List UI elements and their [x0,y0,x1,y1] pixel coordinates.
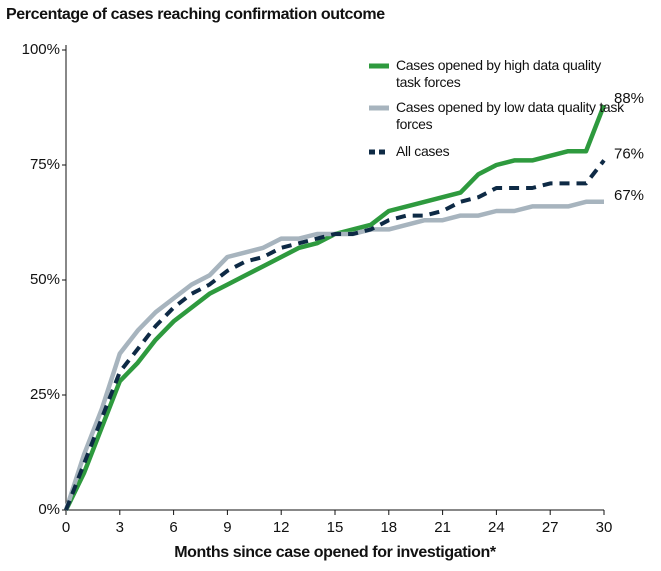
value-label: 88% [614,90,644,107]
series-line [64,159,606,511]
x-tick-label: 0 [62,519,70,536]
x-axis-label: Months since case opened for investigati… [174,544,496,561]
value-label: 67% [614,187,644,204]
legend-label: Cases opened by high data quality task f… [396,57,601,90]
y-tick-label: 75% [30,156,60,173]
series-line [63,199,604,511]
x-tick-label: 6 [169,519,177,536]
x-tick-label: 24 [488,519,505,536]
x-tick-label: 9 [223,519,231,536]
x-tick-label: 12 [273,519,290,536]
x-tick-label: 30 [596,519,613,536]
legend-label: Cases opened by low data quality task fo… [396,99,624,132]
y-tick-label: 50% [30,271,60,288]
x-tick-label: 3 [116,519,124,536]
y-tick-label: 25% [30,386,60,403]
x-tick-label: 27 [542,519,559,536]
x-tick-label: 18 [380,519,397,536]
legend-label: All cases [396,143,450,159]
series-line [63,104,607,511]
y-tick-label: 100% [22,41,60,58]
chart-title: Percentage of cases reaching confirmatio… [6,6,385,23]
y-tick-label: 0% [38,501,60,518]
value-label: 76% [614,145,644,162]
x-tick-label: 21 [434,519,451,536]
x-tick-label: 15 [327,519,344,536]
